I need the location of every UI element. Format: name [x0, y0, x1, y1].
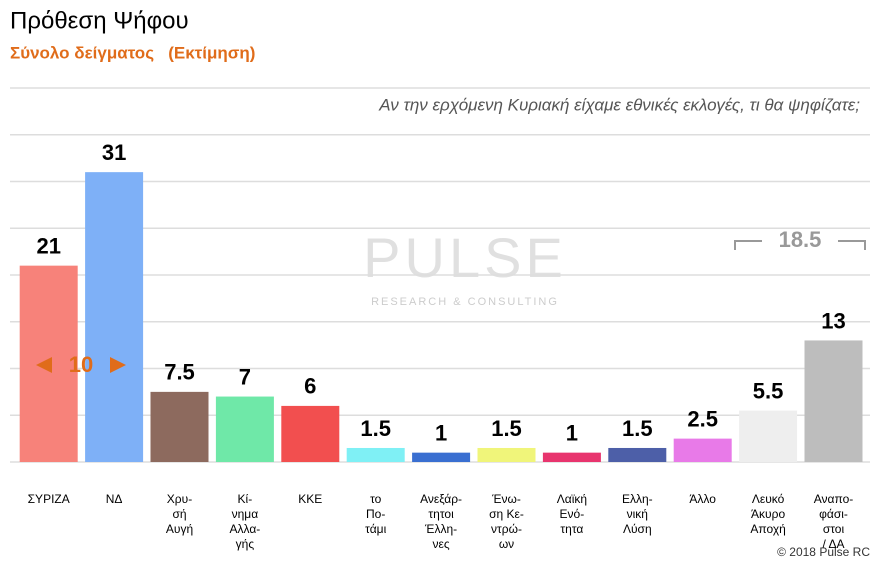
x-tick-label: το Πο- τάμι: [365, 492, 387, 536]
x-tick-label: ΣΥΡΙΖΑ: [27, 492, 70, 506]
value-label: 1: [566, 420, 578, 445]
bar: [150, 391, 209, 462]
x-tick-label: Λαϊκή Ενό- τητα: [556, 492, 588, 536]
arrow-right: [110, 357, 126, 373]
value-label: 13: [821, 308, 845, 333]
combined-annotation: 18.5: [779, 227, 822, 252]
value-label: 1: [435, 420, 447, 445]
chart-title: Πρόθεση Ψήφου: [10, 7, 189, 34]
x-tick-label: Αναπο- φάσι- στοι / ΔΑ: [813, 492, 854, 551]
arrow-left: [36, 357, 52, 373]
value-label: 7.5: [164, 360, 195, 385]
bar: [215, 396, 274, 462]
x-tick-label: Ελλη- νική Λύση: [621, 492, 653, 536]
value-label: 31: [102, 140, 126, 165]
bar: [477, 447, 536, 462]
value-label: 7: [239, 364, 251, 389]
bar: [85, 172, 144, 462]
x-tick-label: Άλλο: [689, 492, 716, 506]
bar: [804, 340, 863, 462]
value-label: 1.5: [491, 416, 522, 441]
question: Αν την ερχόμενη Κυριακή είχαμε εθνικές ε…: [378, 95, 860, 114]
bar: [281, 405, 340, 462]
x-tick-label: Λευκό Άκυρο Αποχή: [750, 492, 786, 536]
x-tick-label: Χρυ- σή Αυγή: [165, 492, 194, 536]
x-tick-label: ΚΚΕ: [298, 492, 323, 506]
bar: [412, 452, 471, 462]
watermark: PULSE: [363, 226, 567, 289]
x-tick-label: Ένω- ση Κε- ντρώ- ων: [489, 492, 524, 551]
bar: [346, 447, 405, 462]
bars: 21 31 7.5 7 6 1.5 1 1.5 1 1.5 2.5 5.5 13: [19, 140, 863, 462]
value-label: 6: [304, 374, 316, 399]
x-tick-label: Ανεξάρ- τητοι Έλλη- νες: [420, 492, 463, 551]
value-label: 5.5: [753, 378, 784, 403]
bar: [739, 410, 798, 462]
chart-subtitle: Σύνολο δείγματος (Εκτίμηση): [10, 43, 255, 62]
lead-annotation: 10: [69, 352, 93, 377]
value-label: 1.5: [622, 416, 653, 441]
value-label: 21: [36, 233, 60, 258]
bracket: [734, 240, 866, 250]
watermark-sub: RESEARCH & CONSULTING: [371, 296, 559, 308]
value-label: 1.5: [360, 416, 391, 441]
value-label: 2.5: [687, 406, 718, 431]
bar: [542, 452, 601, 462]
x-tick-label: Κί- νημα Αλλα- γής: [229, 492, 261, 551]
bar: [608, 447, 667, 462]
x-tick-label: ΝΔ: [105, 492, 123, 506]
bar: [673, 438, 732, 462]
copyright: © 2018 Pulse RC: [777, 545, 870, 559]
